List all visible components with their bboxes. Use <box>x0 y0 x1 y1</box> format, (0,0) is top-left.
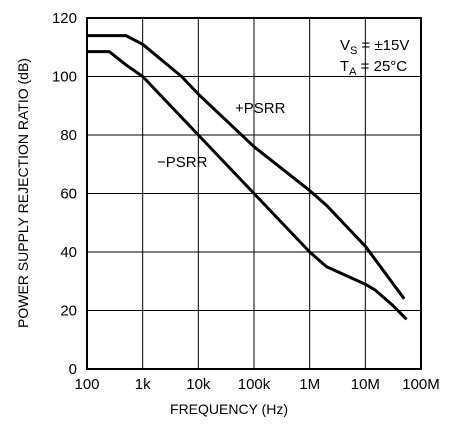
temperature-value: = 25°C <box>357 58 408 75</box>
x-tick-label: 1M <box>299 376 320 393</box>
supply-voltage-value: = ±15V <box>357 37 409 54</box>
y-tick-labels: 0 20 40 60 80 100 120 <box>52 10 77 378</box>
y-tick-label: 60 <box>60 186 77 203</box>
y-tick-label: 120 <box>52 10 77 27</box>
x-tick-label: 10k <box>186 376 211 393</box>
x-tick-label: 100 <box>74 376 99 393</box>
x-axis-label: FREQUENCY (Hz) <box>170 401 288 417</box>
y-tick-label: 0 <box>69 361 77 378</box>
temperature-annotation: TA = 25°C <box>340 58 407 78</box>
x-tick-label: 100k <box>238 376 271 393</box>
series-line-psrr-minus <box>87 50 408 321</box>
plot-frame <box>86 17 422 370</box>
supply-voltage-symbol: V <box>340 37 350 54</box>
temperature-symbol: T <box>340 58 349 75</box>
supply-voltage-annotation: VS = ±15V <box>340 37 409 57</box>
series-group <box>87 34 408 321</box>
temperature-subscript: A <box>349 66 357 78</box>
series-line-psrr-plus <box>87 34 406 300</box>
x-tick-label: 10M <box>351 376 380 393</box>
y-axis-label: POWER SUPPLY REJECTION RATIO (dB) <box>15 58 31 328</box>
x-tick-label: 1k <box>135 376 151 393</box>
y-tick-label: 20 <box>60 303 77 320</box>
y-tick-label: 40 <box>60 244 77 261</box>
series-label-psrr-plus: +PSRR <box>235 100 286 117</box>
y-tick-label: 100 <box>52 69 77 86</box>
x-tick-label: 100M <box>402 376 440 393</box>
supply-voltage-subscript: S <box>350 45 357 57</box>
x-tick-labels: 100 1k 10k 100k 1M 10M 100M <box>74 376 439 393</box>
series-label-psrr-minus: −PSRR <box>157 154 208 171</box>
y-tick-label: 80 <box>60 127 77 144</box>
